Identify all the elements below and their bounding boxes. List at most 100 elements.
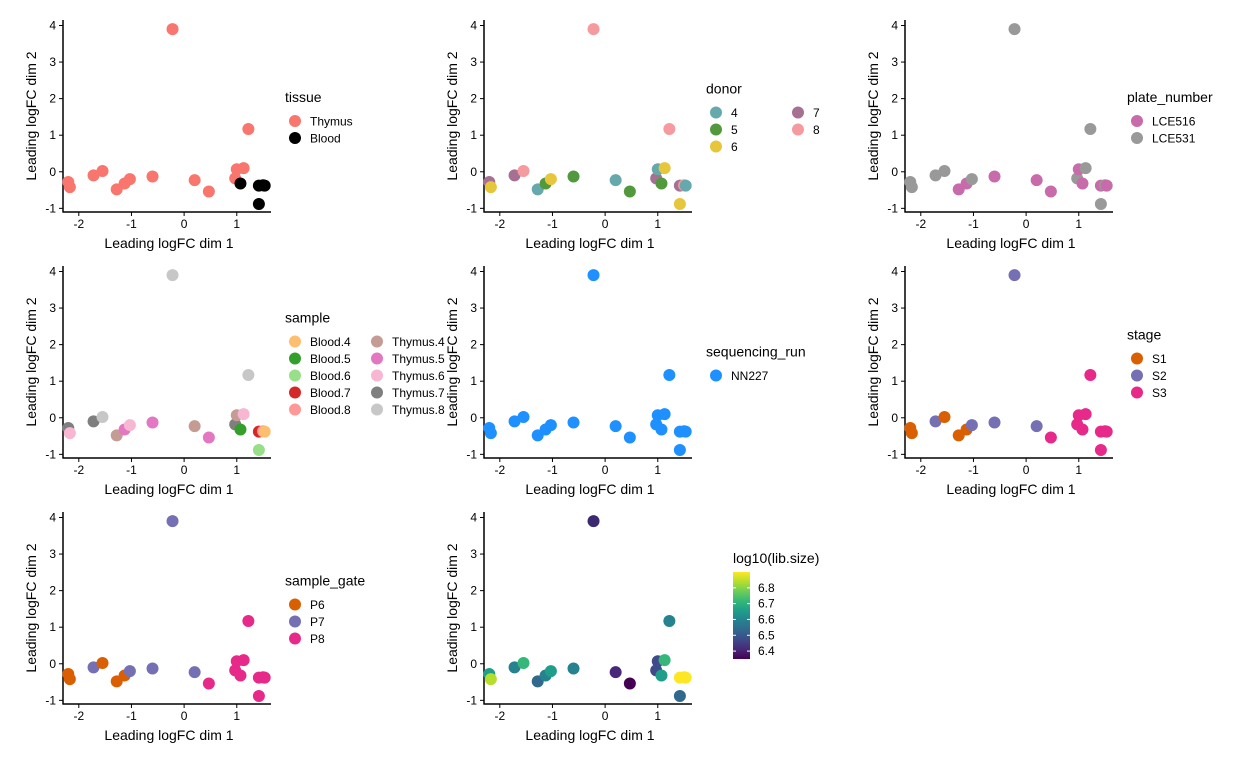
data-point [63, 427, 76, 440]
data-point [237, 162, 250, 175]
x-axis-title: Leading logFC dim 1 [946, 481, 1075, 497]
legend-item: 6 [710, 140, 738, 154]
y-tick-label: 4 [470, 264, 477, 278]
colorbar-tick-label: 6.7 [758, 597, 775, 611]
legend-title: plate_number [1127, 89, 1213, 105]
legend-title: donor [706, 81, 742, 97]
y-axis-title: Leading logFC dim 2 [444, 297, 460, 426]
legend-swatch [289, 632, 301, 645]
data-point [655, 177, 668, 190]
data-point [1094, 197, 1107, 210]
y-tick-label: 0 [470, 165, 477, 179]
legend-label: LCE516 [1152, 115, 1196, 129]
y-tick-label: 1 [891, 128, 898, 142]
data-point [517, 411, 530, 424]
y-tick-label: 1 [49, 374, 56, 388]
legend-item: 4 [710, 106, 738, 120]
data-point [679, 425, 692, 438]
data-point [544, 665, 557, 678]
panel-sample_gate: -2 -1 0 1 -1 0 1 2 3 4 Leading logFC dim 1 Leading … [23, 510, 365, 743]
legend-label: Thymus.5 [392, 352, 445, 366]
x-tick-label: -1 [547, 217, 558, 231]
legend-swatch [1131, 352, 1143, 365]
legend-item: Thymus.6 [371, 369, 445, 383]
colorbar [733, 572, 750, 659]
data-point [609, 666, 622, 679]
data-point [929, 415, 942, 428]
legend: sample_gate P6 P7 P8 [285, 573, 365, 647]
data-point [508, 661, 521, 674]
x-tick-label: 0 [1023, 217, 1030, 231]
y-tick-label: 2 [470, 338, 477, 352]
data-point [1008, 23, 1021, 36]
y-tick-label: 3 [49, 301, 56, 315]
y-tick-label: 4 [49, 264, 56, 278]
data-point [965, 419, 978, 432]
y-tick-label: 1 [470, 128, 477, 142]
data-point [673, 689, 686, 702]
x-tick-label: -2 [73, 463, 84, 477]
data-point [988, 170, 1001, 183]
data-point [567, 662, 580, 675]
data-point [673, 443, 686, 456]
y-tick-label: 1 [470, 620, 477, 634]
legend-item: P6 [289, 598, 325, 612]
y-tick-label: 3 [891, 55, 898, 69]
x-tick-label: 1 [233, 463, 240, 477]
x-axis-title: Leading logFC dim 1 [525, 727, 654, 743]
data-point [1079, 162, 1092, 175]
x-tick-label: -1 [547, 463, 558, 477]
x-tick-label: -2 [915, 217, 926, 231]
x-tick-label: -1 [126, 463, 137, 477]
y-tick-label: 1 [49, 620, 56, 634]
y-tick-label: 3 [470, 55, 477, 69]
x-axis-title: Leading logFC dim 1 [104, 727, 233, 743]
panel-plate_number: -2 -1 0 1 -1 0 1 2 3 4 Leading logFC dim 1 Leading … [865, 18, 1213, 251]
legend-label: Blood [310, 132, 341, 146]
y-tick-label: 2 [891, 338, 898, 352]
legend-label: S1 [1152, 352, 1167, 366]
data-point [679, 179, 692, 192]
y-tick-label: 3 [470, 547, 477, 561]
legend-item: 8 [792, 123, 820, 137]
data-point [123, 665, 136, 678]
data-point [673, 197, 686, 210]
legend-label: Thymus [310, 115, 353, 129]
data-point [1076, 177, 1089, 190]
data-point [1044, 431, 1057, 444]
y-tick-label: -1 [466, 447, 477, 461]
data-point [663, 614, 676, 627]
data-point [252, 197, 265, 210]
legend-swatch [289, 132, 301, 144]
y-tick-label: 4 [49, 18, 56, 32]
legend-swatch [289, 335, 301, 348]
legend: tissue Thymus Blood [285, 89, 353, 146]
data-point [938, 411, 951, 424]
data-point [96, 411, 109, 424]
y-axis-title: Leading logFC dim 2 [23, 543, 39, 672]
x-tick-label: 0 [602, 463, 609, 477]
data-point [623, 677, 636, 690]
legend-title: tissue [285, 89, 322, 105]
x-tick-label: 1 [654, 463, 661, 477]
data-point [202, 677, 215, 690]
data-point [63, 181, 76, 194]
data-point [1084, 368, 1097, 381]
data-point [1100, 425, 1113, 438]
legend-swatch [1131, 369, 1143, 382]
y-tick-label: -1 [887, 201, 898, 215]
x-axis-title: Leading logFC dim 1 [525, 235, 654, 251]
data-point [202, 185, 215, 198]
data-point [234, 423, 247, 436]
y-tick-label: 3 [49, 547, 56, 561]
legend-label: 5 [731, 123, 738, 137]
legend-title: sample_gate [285, 573, 365, 589]
y-tick-label: 1 [470, 374, 477, 388]
x-axis-title: Leading logFC dim 1 [946, 235, 1075, 251]
data-point [1100, 179, 1113, 192]
data-point [237, 654, 250, 667]
x-tick-label: 1 [654, 709, 661, 723]
legend-swatch [289, 369, 301, 382]
legend-swatch [289, 403, 301, 416]
data-point [166, 515, 179, 528]
